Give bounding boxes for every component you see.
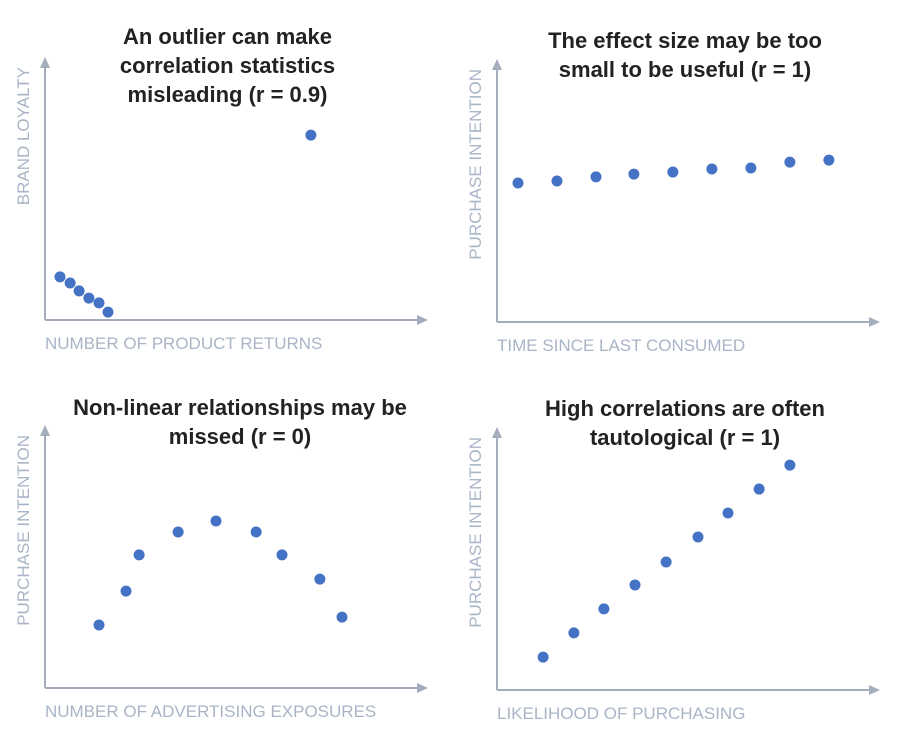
- point: [784, 459, 796, 471]
- point: [784, 156, 796, 168]
- point: [598, 603, 610, 615]
- y-axis-label: PURCHASE INTENTION: [14, 435, 33, 626]
- point: [629, 579, 641, 591]
- x-axis-arrow: [417, 315, 428, 325]
- chart-title: High correlations are often tautological…: [545, 396, 825, 450]
- chart-title: Non-linear relationships may be missed (…: [73, 395, 407, 449]
- point: [276, 549, 288, 561]
- x-axis-arrow: [869, 317, 880, 327]
- y-axis-label: PURCHASE INTENTION: [466, 437, 485, 628]
- point: [93, 297, 105, 309]
- x-axis-arrow: [869, 685, 880, 695]
- y-axis-label: BRAND LOYALTY: [14, 67, 33, 205]
- chart-title: The effect size may be too small to be u…: [548, 28, 822, 82]
- point: [753, 483, 765, 495]
- y-axis-arrow: [40, 425, 50, 436]
- point: [305, 129, 317, 141]
- point: [120, 585, 132, 597]
- point: [551, 175, 563, 187]
- chart-title: An outlier can make correlation statisti…: [119, 24, 336, 107]
- point: [722, 507, 734, 519]
- x-axis-label: LIKELIHOOD OF PURCHASING: [497, 704, 745, 723]
- x-axis-label: NUMBER OF PRODUCT RETURNS: [45, 334, 322, 353]
- x-axis-label: NUMBER OF ADVERTISING EXPOSURES: [45, 702, 376, 721]
- point: [64, 277, 76, 289]
- point: [692, 531, 704, 543]
- point: [93, 619, 105, 631]
- point: [73, 285, 85, 297]
- x-axis-arrow: [417, 683, 428, 693]
- point: [568, 627, 580, 639]
- point: [745, 162, 757, 174]
- point: [102, 306, 114, 318]
- point: [590, 171, 602, 183]
- point: [172, 526, 184, 538]
- y-axis-arrow: [492, 427, 502, 438]
- point: [54, 271, 66, 283]
- x-axis-label: TIME SINCE LAST CONSUMED: [497, 336, 745, 355]
- y-axis-arrow: [40, 57, 50, 68]
- point: [660, 556, 672, 568]
- y-axis-arrow: [492, 59, 502, 70]
- point: [133, 549, 145, 561]
- point: [250, 526, 262, 538]
- point: [628, 168, 640, 180]
- point: [336, 611, 348, 623]
- y-axis-label: PURCHASE INTENTION: [466, 69, 485, 260]
- point: [512, 177, 524, 189]
- point: [706, 163, 718, 175]
- point: [210, 515, 222, 527]
- point: [83, 292, 95, 304]
- point: [537, 651, 549, 663]
- point: [314, 573, 326, 585]
- point: [667, 166, 679, 178]
- point: [823, 154, 835, 166]
